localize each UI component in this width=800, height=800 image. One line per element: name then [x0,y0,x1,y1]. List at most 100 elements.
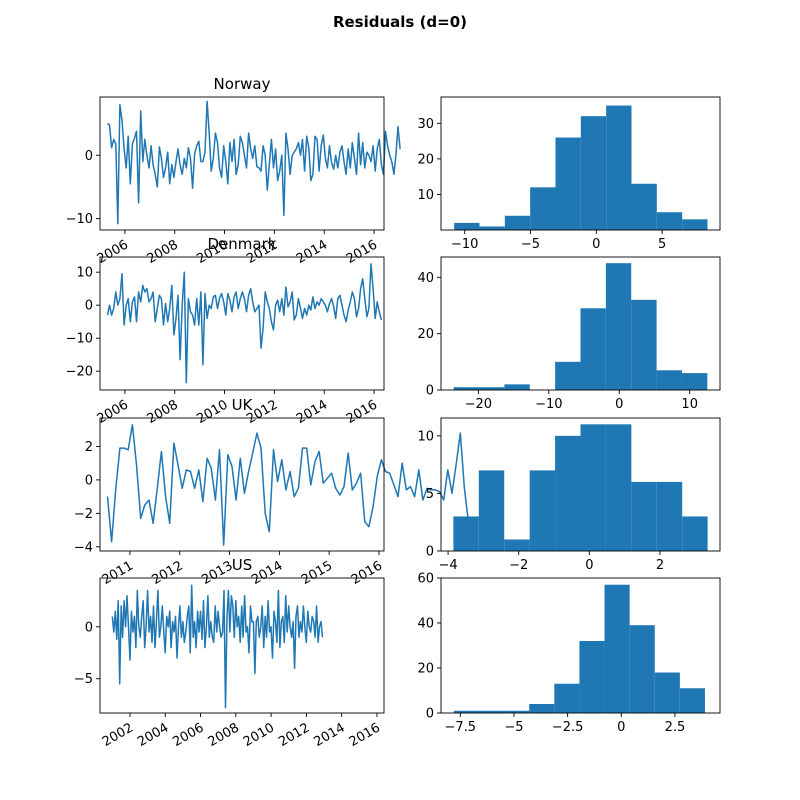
histogram-bar [554,683,580,713]
x-tick-label: 2008 [206,720,242,750]
histogram-bar [555,137,581,230]
x-tick-label: 0 [617,720,625,735]
y-tick-label: 20 [417,152,434,167]
x-tick-label: −20 [465,397,492,412]
histogram-bar [454,222,480,230]
y-tick-label: 10 [76,266,93,281]
histogram-bar [605,424,632,551]
histogram-bar [529,470,556,551]
x-tick-label: −10 [451,237,478,252]
histogram-bar [631,481,657,551]
residual-series-line [106,423,470,546]
x-tick-label: 2012 [276,720,312,750]
y-tick-label: −4 [74,540,93,555]
histogram-bar [629,625,655,713]
histogram-bar [555,361,581,390]
histogram-bar [681,373,708,390]
histogram-bar [555,435,581,551]
x-tick-label: 0 [615,397,623,412]
x-tick-label: −4 [438,558,457,573]
histogram-bar [479,226,505,230]
x-tick-label: 2016 [349,558,385,588]
y-tick-label: −2 [74,507,93,522]
x-tick-label: 2016 [344,397,380,427]
histogram-bar [530,187,556,230]
histogram-bar [631,299,657,390]
subplot-title: Denmark [208,235,277,253]
y-tick-label: 10 [417,429,434,444]
histogram-bar [453,387,480,390]
subplot-title: UK [232,396,254,414]
residual-series-line [106,263,383,384]
x-tick-label: 2014 [294,237,330,267]
histogram-bar [478,470,505,551]
subplot-title: Norway [214,75,271,93]
histogram-bar [679,688,705,713]
histogram-bar [682,516,708,551]
axes-frame [99,417,385,552]
histogram-bar [656,370,682,390]
histogram-bar [478,710,505,713]
x-tick-label: 2016 [344,237,380,267]
y-tick-label: 0 [426,384,434,399]
histogram-bar [606,105,632,230]
x-tick-label: 2014 [312,720,348,750]
y-tick-label: 60 [417,572,434,587]
axes-frame [440,577,721,714]
denmark-residual-histogram-panel: 0 20 40 −20 −10 0 10 [417,256,721,412]
x-tick-label: 2014 [249,558,285,588]
histogram-bar [580,116,607,230]
axes-frame [440,96,721,231]
x-tick-label: 2016 [347,720,383,750]
residual-series-line [111,584,324,709]
figure-title: Residuals (d=0) [333,13,467,31]
histogram-bar [604,584,630,713]
x-tick-label: −7.5 [445,720,477,735]
histogram-bar [631,183,657,230]
histogram-bar [605,263,632,390]
y-tick-label: 40 [417,617,434,632]
x-tick-label: 2004 [135,720,171,750]
x-tick-label: 2.5 [665,720,686,735]
x-tick-label: 5 [658,237,666,252]
axes-frame [99,256,385,391]
x-tick-label: 2011 [100,558,136,588]
axes-frame [440,256,721,391]
y-tick-label: 20 [417,662,434,677]
x-tick-label: −10 [535,397,562,412]
x-tick-label: 0 [592,237,600,252]
x-tick-label: 2015 [299,558,335,588]
subplot-title: US [232,556,253,574]
y-tick-label: 0 [426,545,434,560]
axes-frame [440,417,721,552]
x-tick-label: 2008 [145,397,181,427]
histogram-bar [479,387,505,390]
x-tick-label: −2.5 [552,720,584,735]
x-tick-label: 2014 [294,397,330,427]
x-tick-label: 2012 [150,558,186,588]
histogram-bar [580,308,606,390]
y-tick-label: 20 [417,327,434,342]
uk-residual-histogram-panel: 0 5 10 −4 −2 0 2 [417,417,721,573]
x-tick-label: 2008 [145,237,181,267]
histogram-bar [504,710,530,713]
us-residual-histogram-panel: 0 20 40 60 −7.5 −5 −2.5 0 2.5 [417,572,721,735]
histogram-bar [504,539,530,551]
y-tick-label: 0 [85,620,93,635]
histogram-bar [529,704,555,713]
histogram-bar [504,384,530,390]
norway-residual-histogram-panel: 10 20 30 −10 −5 0 5 [417,96,721,252]
x-tick-label: 2 [656,558,664,573]
x-tick-label: 10 [681,397,698,412]
histogram-bar [580,424,606,551]
y-tick-label: −10 [66,332,93,347]
histogram-bar [453,710,479,713]
histogram-bar [579,641,605,713]
histogram-bar [656,481,683,551]
y-tick-label: −10 [66,212,93,227]
uk-residual-line-panel: UK −4 −2 0 2 2011 2012 2013 2014 2015 2016 [74,396,470,588]
